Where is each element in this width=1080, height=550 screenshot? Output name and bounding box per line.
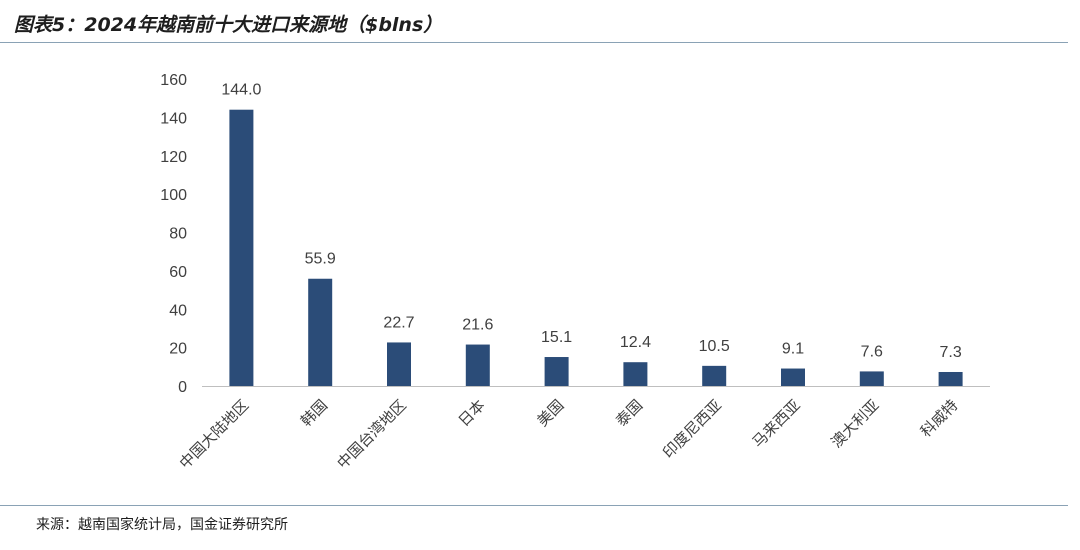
y-tick-label: 40 [169, 302, 187, 319]
y-tick-label: 120 [160, 149, 187, 166]
y-tick-label: 0 [178, 379, 187, 396]
footer-divider [0, 505, 1068, 506]
category-label: 中国大陆地区 [176, 396, 252, 472]
category-label: 美国 [533, 396, 567, 430]
y-axis-ticks: 0 20 40 60 80 100 120 140 160 [160, 72, 187, 396]
y-tick-label: 100 [160, 187, 187, 204]
bar [859, 371, 884, 386]
bar [544, 357, 569, 386]
category-label: 韩国 [297, 396, 331, 430]
data-label: 7.3 [939, 344, 961, 361]
data-label: 7.6 [861, 343, 883, 360]
data-label: 10.5 [699, 338, 730, 355]
category-label: 印度尼西亚 [659, 396, 725, 462]
category-label: 澳大利亚 [827, 396, 882, 451]
bar [623, 362, 648, 386]
bar [702, 365, 727, 386]
category-label: 泰国 [612, 396, 646, 430]
data-labels: 144.0 55.9 22.7 21.6 15.1 12.4 10.5 9.1 7.6 7.3 [221, 82, 961, 361]
y-tick-label: 60 [169, 264, 187, 281]
title-divider [0, 42, 1068, 43]
bar [387, 342, 411, 386]
source-note: 来源：越南国家统计局，国金证券研究所 [36, 517, 288, 533]
data-label: 9.1 [782, 341, 804, 358]
bar [781, 368, 805, 386]
data-label: 21.6 [462, 317, 493, 334]
y-tick-label: 20 [169, 341, 187, 358]
y-tick-label: 80 [169, 226, 187, 243]
category-label: 日本 [455, 396, 489, 430]
bar [308, 278, 333, 386]
bar [229, 109, 254, 386]
data-label: 144.0 [221, 82, 261, 99]
category-labels: 中国大陆地区 韩国 中国台湾地区 日本 美国 泰国 印度尼西亚 马来西亚 澳大利亚 科威特 [176, 396, 962, 472]
category-label: 中国台湾地区 [333, 396, 409, 472]
bars [229, 109, 963, 386]
y-tick-label: 160 [160, 72, 187, 89]
data-label: 22.7 [383, 314, 414, 331]
y-tick-label: 140 [160, 110, 187, 127]
bar [465, 344, 490, 386]
category-label: 马来西亚 [749, 396, 804, 451]
data-label: 15.1 [541, 329, 572, 346]
data-label: 12.4 [620, 334, 651, 351]
category-label: 科威特 [917, 396, 962, 441]
chart-title: 图表5：2024年越南前十大进口来源地（$blns） [14, 14, 443, 36]
bar [938, 371, 963, 386]
data-label: 55.9 [305, 251, 336, 268]
